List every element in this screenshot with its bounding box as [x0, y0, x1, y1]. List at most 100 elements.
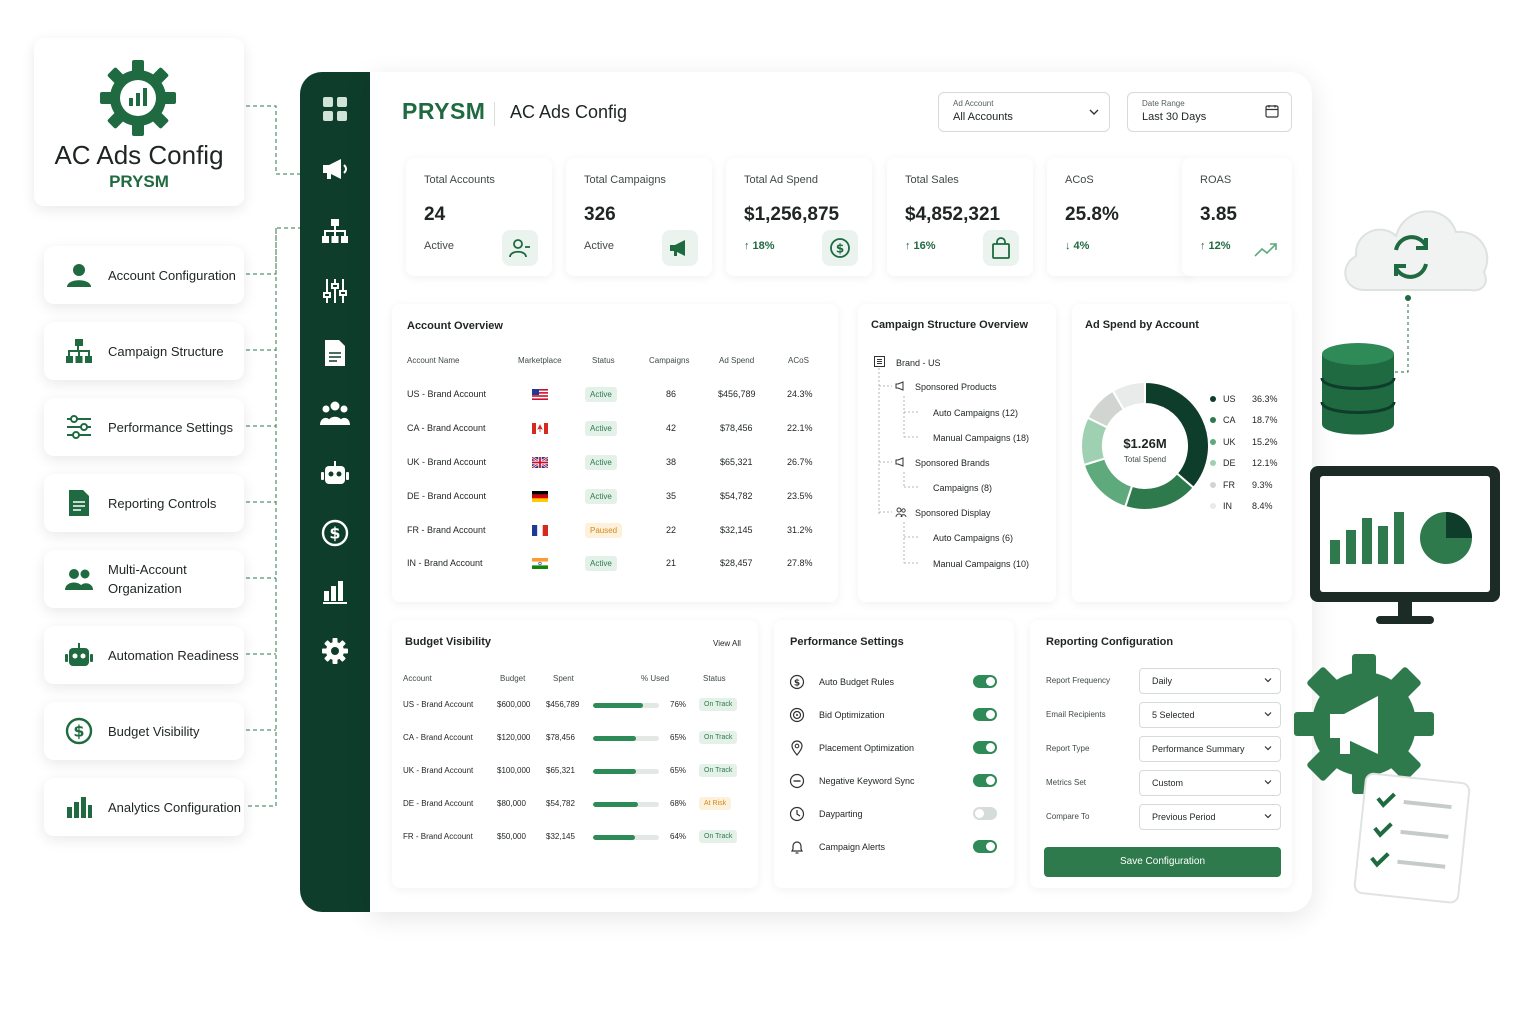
feature-automation-readiness[interactable]: Automation Readiness	[44, 626, 244, 684]
field-dropdown[interactable]: Performance Summary	[1139, 736, 1281, 762]
dollar-icon[interactable]: $	[320, 518, 350, 548]
toggle-switch[interactable]	[973, 840, 997, 853]
feature-label: Campaign Structure	[108, 343, 224, 359]
tree-node[interactable]: Auto Campaigns (12)	[933, 408, 1019, 418]
feature-label: Reporting Controls	[108, 495, 217, 511]
campaign-count: 35	[666, 491, 677, 501]
account-name: UK - Brand Account	[403, 766, 474, 775]
kpi-value: $1,256,875	[744, 204, 840, 225]
field-dropdown[interactable]: 5 Selected	[1139, 702, 1281, 728]
dollar-icon: $	[64, 716, 94, 746]
toggle-switch[interactable]	[973, 741, 997, 754]
status-badge: On Track	[699, 698, 738, 711]
tree-node[interactable]: Sponsored Products	[915, 382, 997, 392]
legend-label: CA	[1223, 415, 1236, 425]
field-dropdown[interactable]: Daily	[1139, 668, 1281, 694]
tree-node[interactable]: Manual Campaigns (18)	[933, 433, 1030, 443]
budget-amount: $50,000	[497, 832, 526, 841]
donut-slice-us[interactable]	[1144, 380, 1210, 490]
flag-ca-icon	[532, 423, 548, 434]
ad-account-select[interactable]: Ad Account All Accounts	[938, 92, 1110, 132]
percent-used: 68%	[670, 799, 687, 808]
acos: 27.8%	[787, 558, 813, 568]
svg-text:$: $	[329, 524, 340, 543]
bar-chart-icon	[64, 792, 94, 822]
ad-spend: $456,789	[718, 389, 756, 399]
document-icon[interactable]	[320, 338, 350, 368]
feature-multi-account-organization[interactable]: Multi-Account Organization	[44, 550, 244, 608]
column-header: Campaigns	[649, 356, 690, 365]
clock-icon	[789, 806, 805, 822]
toggle-switch[interactable]	[973, 774, 997, 787]
donut-slice-uk[interactable]	[1082, 457, 1134, 509]
feature-performance-settings[interactable]: Performance Settings	[44, 398, 244, 456]
toggle-knob	[986, 677, 995, 686]
tree-node[interactable]: Manual Campaigns (10)	[933, 559, 1030, 569]
feature-analytics-configuration[interactable]: Analytics Configuration	[44, 778, 244, 836]
dropdown-value: 5 Selected	[1152, 710, 1195, 720]
donut-chart: $1.26M Total Spend	[1080, 380, 1210, 511]
campaign-count: 21	[666, 558, 677, 568]
chart-title: Ad Spend by Account	[1085, 319, 1199, 331]
kpi-value: 24	[424, 204, 446, 225]
donut-slice-ca[interactable]	[1123, 471, 1195, 511]
account-name: FR - Brand Account	[403, 832, 473, 841]
sliders-icon[interactable]	[320, 276, 350, 306]
dropdown-value: Custom	[1152, 778, 1184, 788]
acos: 23.5%	[787, 491, 813, 501]
tree-node[interactable]: Auto Campaigns (6)	[933, 533, 1014, 543]
gear-icon[interactable]	[320, 636, 350, 666]
setting-label: Bid Optimization	[819, 710, 885, 720]
hierarchy-icon[interactable]	[320, 216, 350, 246]
field-dropdown[interactable]: Previous Period	[1139, 804, 1281, 830]
budget-progress-bar	[593, 769, 659, 774]
toggle-switch[interactable]	[973, 807, 997, 820]
status-badge: Active	[585, 387, 617, 402]
tree-node[interactable]: Sponsored Brands	[915, 458, 990, 468]
spent-amount: $78,456	[546, 733, 575, 742]
bar-chart-icon[interactable]	[320, 576, 350, 606]
status-badge: On Track	[699, 731, 738, 744]
status-badge: Active	[585, 455, 617, 470]
feature-account-configuration[interactable]: Account Configuration	[44, 246, 244, 304]
header-divider	[494, 102, 495, 126]
view-all-link[interactable]: View All	[713, 639, 741, 648]
dropdown-value: Performance Summary	[1152, 744, 1245, 754]
date-range-select[interactable]: Date Range Last 30 Days	[1127, 92, 1292, 132]
feature-reporting-controls[interactable]: Reporting Controls	[44, 474, 244, 532]
toggle-switch[interactable]	[973, 675, 997, 688]
robot-icon[interactable]	[320, 458, 350, 488]
kpi-sub: Active	[584, 240, 614, 252]
tree-node[interactable]: Brand - US	[896, 358, 941, 368]
megaphone-icon[interactable]	[320, 154, 350, 184]
legend-label: UK	[1223, 437, 1236, 447]
bell-icon	[791, 841, 803, 854]
budget-progress-fill	[593, 769, 636, 774]
grid-icon[interactable]	[320, 94, 350, 124]
toggle-switch[interactable]	[973, 708, 997, 721]
donut-slice-in[interactable]	[1111, 380, 1146, 412]
legend-label: US	[1223, 394, 1236, 404]
status-badge: On Track	[699, 830, 738, 843]
status-badge: Paused	[585, 523, 623, 538]
account-overview-panel: Account Overview Account Name Marketplac…	[392, 304, 838, 602]
tree-node[interactable]: Campaigns (8)	[933, 483, 993, 493]
feature-label: Analytics Configuration	[108, 799, 241, 815]
budget-amount: $100,000	[497, 766, 531, 775]
account-name: CA - Brand Account	[407, 423, 486, 433]
users-icon[interactable]	[320, 398, 350, 428]
list-icon	[874, 356, 885, 367]
legend-value: 12.1%	[1252, 458, 1278, 468]
save-configuration-button[interactable]: Save Configuration	[1044, 847, 1281, 877]
legend-value: 18.7%	[1252, 415, 1278, 425]
tree-node[interactable]: Sponsored Display	[915, 508, 991, 518]
budget-progress-bar	[593, 736, 659, 741]
field-dropdown[interactable]: Custom	[1139, 770, 1281, 796]
kpi-total-campaigns: Total Campaigns 326 Active	[566, 158, 712, 276]
feature-campaign-structure[interactable]: Campaign Structure	[44, 322, 244, 380]
kpi-total-sales: Total Sales $4,852,321 ↑ 16%	[887, 158, 1033, 276]
svg-text:$: $	[836, 242, 844, 256]
users-icon	[895, 507, 907, 518]
feature-budget-visibility[interactable]: $ Budget Visibility	[44, 702, 244, 760]
kpi-total-accounts: Total Accounts 24 Active	[406, 158, 552, 276]
